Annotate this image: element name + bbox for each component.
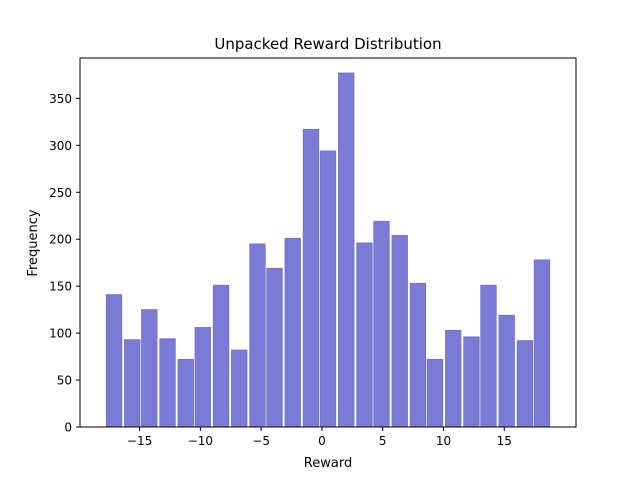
bar-16 [391,235,408,428]
x-tick-label: −5 [252,434,270,448]
bar-14 [356,242,373,428]
bar-6 [212,284,230,428]
bar-0 [105,294,123,428]
y-axis-label: Frequency [26,209,41,276]
y-axis-ticks: 0 50 100 150 200 250 300 350 [49,92,80,435]
bar-10 [284,237,301,428]
bar-9 [266,267,283,428]
bar-7 [231,349,248,428]
x-tick-label: −15 [127,434,152,448]
bar-15 [373,220,390,428]
x-axis-ticks: −15 −10 −5 0 5 10 15 [127,427,512,448]
bar-24 [533,259,551,428]
x-tick-label: 0 [318,434,326,448]
bar-5 [194,327,211,428]
bar-18 [426,358,444,428]
y-tick-label: 250 [49,186,72,200]
bar-2 [141,309,158,428]
y-tick-label: 300 [49,139,72,153]
plot-area-frame [79,57,577,428]
bar-13 [338,72,355,428]
bar-17 [409,282,427,428]
bar-3 [159,338,176,428]
x-tick-label: −10 [188,434,213,448]
x-tick-label: 15 [497,434,512,448]
bar-4 [177,358,194,428]
bar-1 [124,339,141,428]
y-tick-label: 0 [64,421,72,435]
bar-12 [319,150,337,428]
bar-21 [480,284,497,428]
y-tick-label: 200 [49,233,72,247]
bar-19 [445,329,462,428]
bar-22 [498,314,515,428]
x-tick-label: 5 [379,434,387,448]
bar-8 [249,243,266,428]
bars-group [105,72,551,428]
bar-23 [516,340,534,428]
y-tick-label: 350 [49,92,72,106]
bar-20 [463,336,480,428]
bar-11 [302,128,320,428]
y-tick-label: 100 [49,327,72,341]
y-tick-label: 50 [57,374,72,388]
x-axis-label: Reward [304,456,352,471]
x-tick-label: 10 [436,434,451,448]
y-tick-label: 150 [49,280,72,294]
chart-title: Unpacked Reward Distribution [214,35,441,53]
